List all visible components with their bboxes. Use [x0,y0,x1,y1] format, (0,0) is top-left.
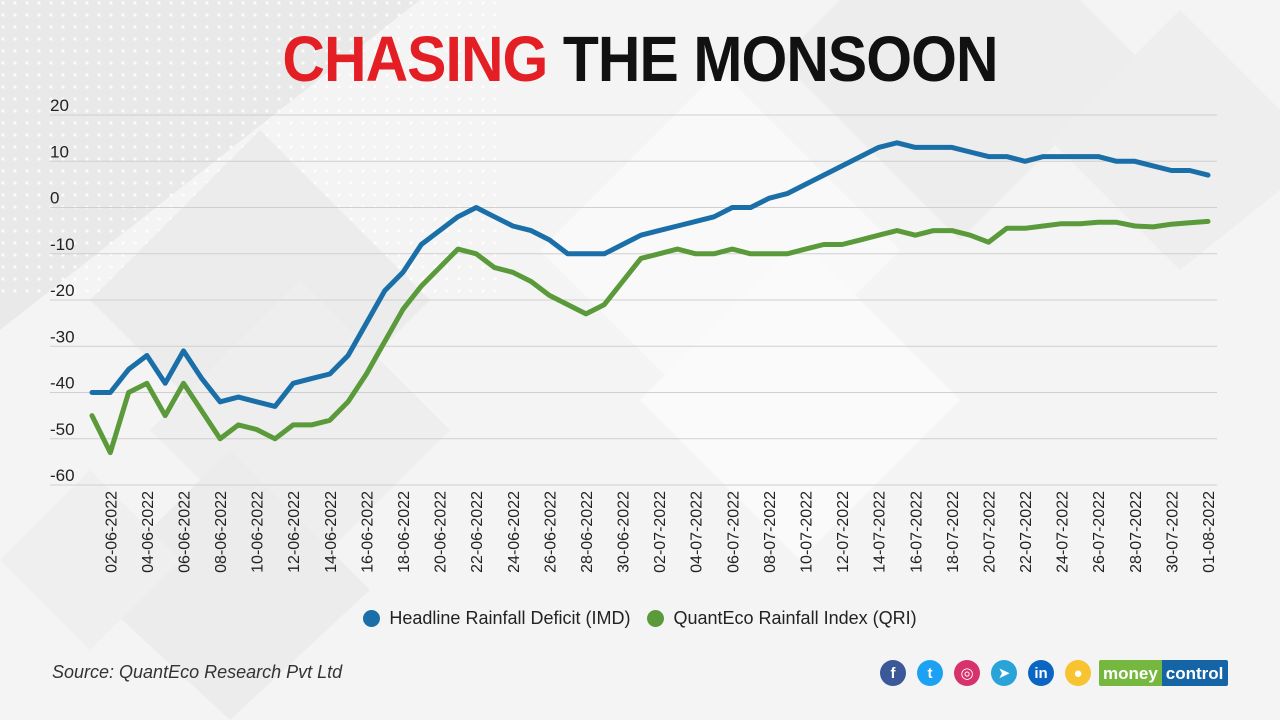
koo-icon[interactable]: ● [1065,660,1091,686]
grid-lines [50,114,1217,486]
x-tick-label: 06-06-2022 [176,491,193,573]
x-tick-label: 28-06-2022 [579,491,596,573]
x-tick-label: 04-07-2022 [689,491,706,573]
series-lines [89,140,1211,456]
legend-label-qri: QuantEco Rainfall Index (QRI) [673,608,917,628]
x-tick-label: 22-06-2022 [469,491,486,573]
x-tick-label: 12-07-2022 [835,491,852,573]
x-tick-label: 24-07-2022 [1055,491,1072,573]
x-tick-label: 04-06-2022 [140,491,157,573]
x-tick-label: 18-06-2022 [396,491,413,573]
y-tick-label: -40 [50,374,75,393]
x-tick-label: 30-07-2022 [1164,491,1181,573]
legend: Headline Rainfall Deficit (IMD) QuantEco… [0,608,1280,632]
x-tick-label: 01-08-2022 [1201,491,1218,573]
logo-part-money: money [1099,660,1162,686]
x-tick-label: 26-07-2022 [1091,491,1108,573]
source-note: Source: QuantEco Research Pvt Ltd [52,662,343,682]
y-tick-label: -60 [50,466,75,485]
x-tick-label: 08-06-2022 [213,491,230,573]
x-tick-label: 10-06-2022 [250,491,267,573]
y-tick-label: -10 [50,235,75,254]
twitter-icon[interactable]: t [917,660,943,686]
social-icons: f t ◎ ➤ in ● [880,658,1102,688]
legend-item-qri: QuantEco Rainfall Index (QRI) [647,608,917,629]
x-tick-label: 28-07-2022 [1128,491,1145,573]
facebook-icon[interactable]: f [880,660,906,686]
y-tick-label: 0 [50,189,59,208]
x-tick-label: 26-06-2022 [542,491,559,573]
instagram-icon[interactable]: ◎ [954,660,980,686]
legend-label-imd: Headline Rainfall Deficit (IMD) [389,608,631,628]
x-tick-label: 30-06-2022 [616,491,633,573]
x-tick-label: 02-07-2022 [652,491,669,573]
y-tick-label: -20 [50,281,75,300]
x-tick-label: 14-07-2022 [872,491,889,573]
telegram-icon[interactable]: ➤ [991,660,1017,686]
series-line-imd [89,140,1211,409]
legend-marker-imd [363,610,381,627]
x-tick-label: 22-07-2022 [1018,491,1035,573]
x-tick-label: 10-07-2022 [799,491,816,573]
y-tick-label: 20 [50,96,69,115]
chart-title: CHASING THE MONSOON [51,22,1229,96]
title-highlight: CHASING [282,23,548,95]
x-axis-ticks: 02-06-2022 04-06-2022 06-06-2022 08-06-2022… [103,491,1218,573]
logo-part-control: control [1161,660,1229,686]
y-tick-label: -30 [50,327,75,346]
y-axis-ticks: 20 10 0 -10 -20 -30 -40 -50 -60 [50,96,75,485]
x-tick-label: 06-07-2022 [725,491,742,573]
x-tick-label: 20-07-2022 [981,491,998,573]
y-tick-label: 10 [50,142,69,161]
x-tick-label: 08-07-2022 [762,491,779,573]
x-tick-label: 16-06-2022 [359,491,376,573]
x-tick-label: 24-06-2022 [506,491,523,573]
x-tick-label: 18-07-2022 [945,491,962,573]
x-tick-label: 16-07-2022 [908,491,925,573]
series-line-qri [89,218,1211,456]
x-tick-label: 12-06-2022 [286,491,303,573]
title-rest: THE MONSOON [562,23,999,95]
x-tick-label: 02-06-2022 [103,491,120,573]
x-tick-label: 20-06-2022 [433,491,450,573]
legend-marker-qri [647,610,665,627]
linkedin-icon[interactable]: in [1028,660,1054,686]
x-tick-label: 14-06-2022 [323,491,340,573]
y-tick-label: -50 [50,420,75,439]
legend-item-imd: Headline Rainfall Deficit (IMD) [363,608,630,629]
moneycontrol-logo[interactable]: money control [1099,660,1229,686]
